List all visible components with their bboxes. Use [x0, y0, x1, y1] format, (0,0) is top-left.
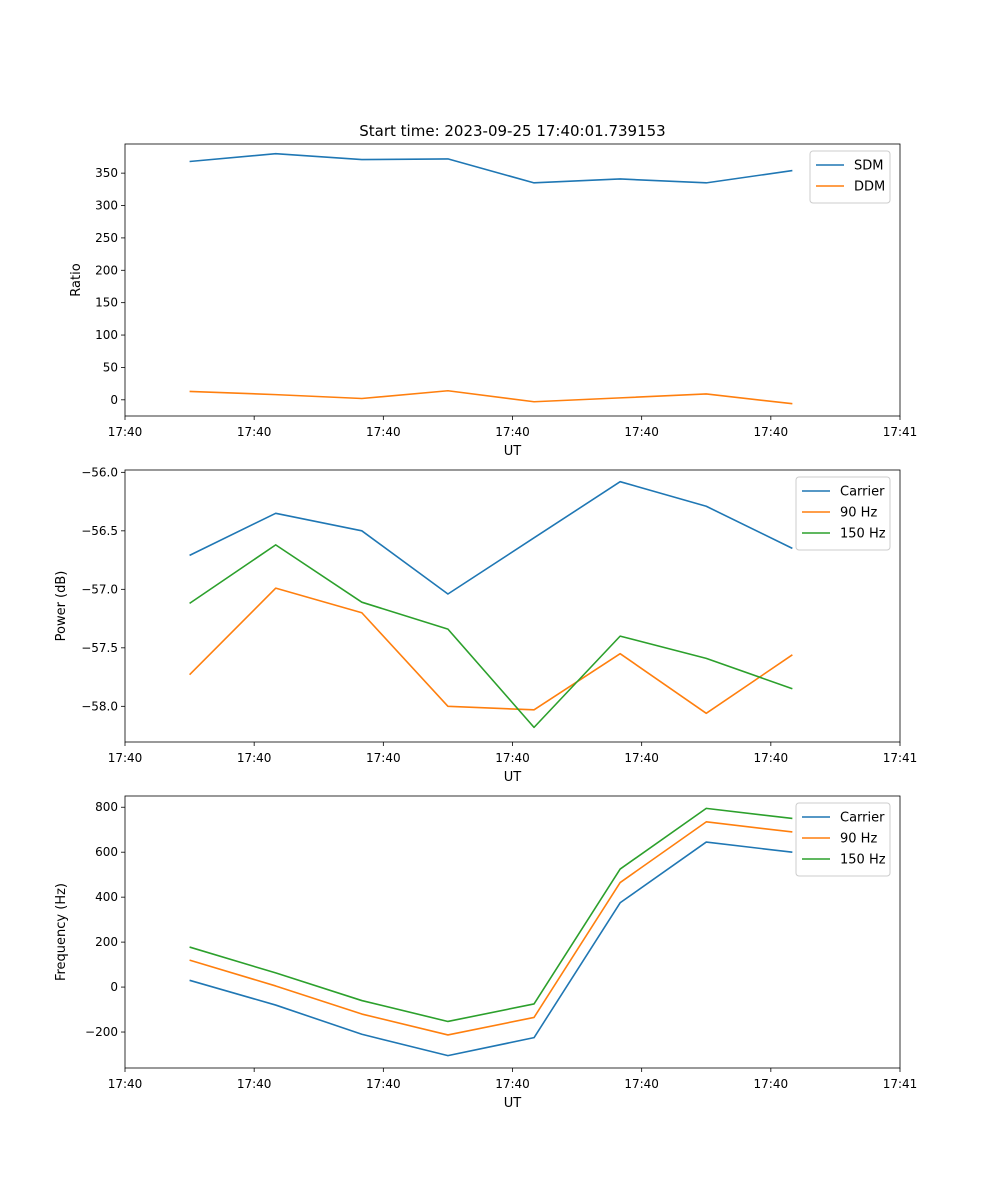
y-tick-label: 0	[110, 393, 118, 407]
x-tick-label: 17:40	[624, 751, 659, 765]
series-line-carrier	[189, 480, 793, 595]
chart-title: Start time: 2023-09-25 17:40:01.739153	[359, 122, 665, 140]
legend-entry: 90 Hz	[840, 506, 877, 521]
x-tick-label: 17:40	[624, 425, 659, 439]
legend-box	[795, 476, 891, 551]
y-tick-label: −57.5	[81, 641, 118, 655]
legend: SDM DDM	[809, 150, 891, 204]
panels: 17:40 17:40 17:40 17:40 17:40 17:40 17:41 0 50 10…	[54, 143, 918, 1111]
series-line-90-hz	[189, 587, 793, 715]
y-tick-label: −56.0	[81, 465, 118, 479]
y-tick-label: 300	[95, 199, 118, 213]
y-axis-label: Power (dB)	[54, 571, 69, 642]
y-tick-label: 150	[95, 296, 118, 310]
x-tick-label: 17:40	[108, 425, 143, 439]
y-tick-label: 250	[95, 231, 118, 245]
x-tick-label: 17:40	[366, 425, 401, 439]
x-tick-label: 17:40	[754, 1077, 789, 1091]
x-tick-label: 17:40	[495, 425, 530, 439]
y-axis-label: Ratio	[69, 263, 84, 296]
series-line-150-hz	[189, 807, 793, 1023]
legend-entry: 90 Hz	[840, 832, 877, 847]
x-tick-label: 17:40	[754, 425, 789, 439]
x-axis-label: UT	[504, 770, 522, 785]
series-line-ddm	[189, 389, 793, 405]
y-tick-label: −57.0	[81, 582, 118, 596]
y-tick-label: −200	[85, 1025, 118, 1039]
x-tick-label: 17:40	[495, 1077, 530, 1091]
x-tick-label: 17:41	[883, 425, 918, 439]
legend-entry: SDM	[854, 159, 883, 174]
x-tick-label: 17:40	[495, 751, 530, 765]
x-tick-label: 17:40	[108, 1077, 143, 1091]
axes-frame	[124, 795, 901, 1069]
y-tick-label: 600	[95, 845, 118, 859]
x-tick-label: 17:40	[366, 1077, 401, 1091]
x-tick-label: 17:40	[366, 751, 401, 765]
x-tick-label: 17:40	[754, 751, 789, 765]
x-tick-label: 17:41	[883, 751, 918, 765]
legend: Carrier 90 Hz 150 Hz	[795, 476, 891, 551]
chart-panel-3: 17:40 17:40 17:40 17:40 17:40 17:40 17:41 −200 0…	[54, 795, 918, 1111]
chart-panel-2: 17:40 17:40 17:40 17:40 17:40 17:40 17:41 −58.0…	[54, 465, 917, 785]
legend-box	[795, 802, 891, 877]
x-tick-label: 17:40	[237, 425, 272, 439]
x-tick-label: 17:41	[883, 1077, 918, 1091]
legend-entry: 150 Hz	[840, 527, 886, 542]
series-line-150-hz	[189, 544, 793, 729]
legend-entry: DDM	[854, 180, 885, 195]
x-tick-label: 17:40	[237, 751, 272, 765]
y-tick-label: 0	[110, 980, 118, 994]
x-tick-label: 17:40	[624, 1077, 659, 1091]
series-line-90-hz	[189, 821, 793, 1036]
chart-panel-1: 17:40 17:40 17:40 17:40 17:40 17:40 17:41 0 50 10…	[69, 143, 918, 459]
y-axis-label: Frequency (Hz)	[54, 883, 69, 981]
y-tick-label: 50	[103, 360, 118, 374]
legend-entry: Carrier	[840, 811, 885, 826]
y-tick-label: −56.5	[81, 524, 118, 538]
series-line-sdm	[189, 152, 793, 184]
axes-frame	[124, 143, 901, 417]
x-tick-label: 17:40	[108, 751, 143, 765]
y-tick-label: −58.0	[81, 699, 118, 713]
legend: Carrier 90 Hz 150 Hz	[795, 802, 891, 877]
legend-box	[809, 150, 891, 204]
legend-entry: Carrier	[840, 485, 885, 500]
y-tick-label: 200	[95, 935, 118, 949]
y-tick-label: 800	[95, 800, 118, 814]
x-axis-label: UT	[504, 1096, 522, 1111]
y-tick-label: 350	[95, 166, 118, 180]
y-tick-label: 400	[95, 890, 118, 904]
x-tick-label: 17:40	[237, 1077, 272, 1091]
axes-frame	[124, 469, 901, 743]
series-line-carrier	[189, 841, 793, 1057]
x-axis-label: UT	[504, 444, 522, 459]
y-tick-label: 200	[95, 263, 118, 277]
y-tick-label: 100	[95, 328, 118, 342]
legend-entry: 150 Hz	[840, 853, 886, 868]
